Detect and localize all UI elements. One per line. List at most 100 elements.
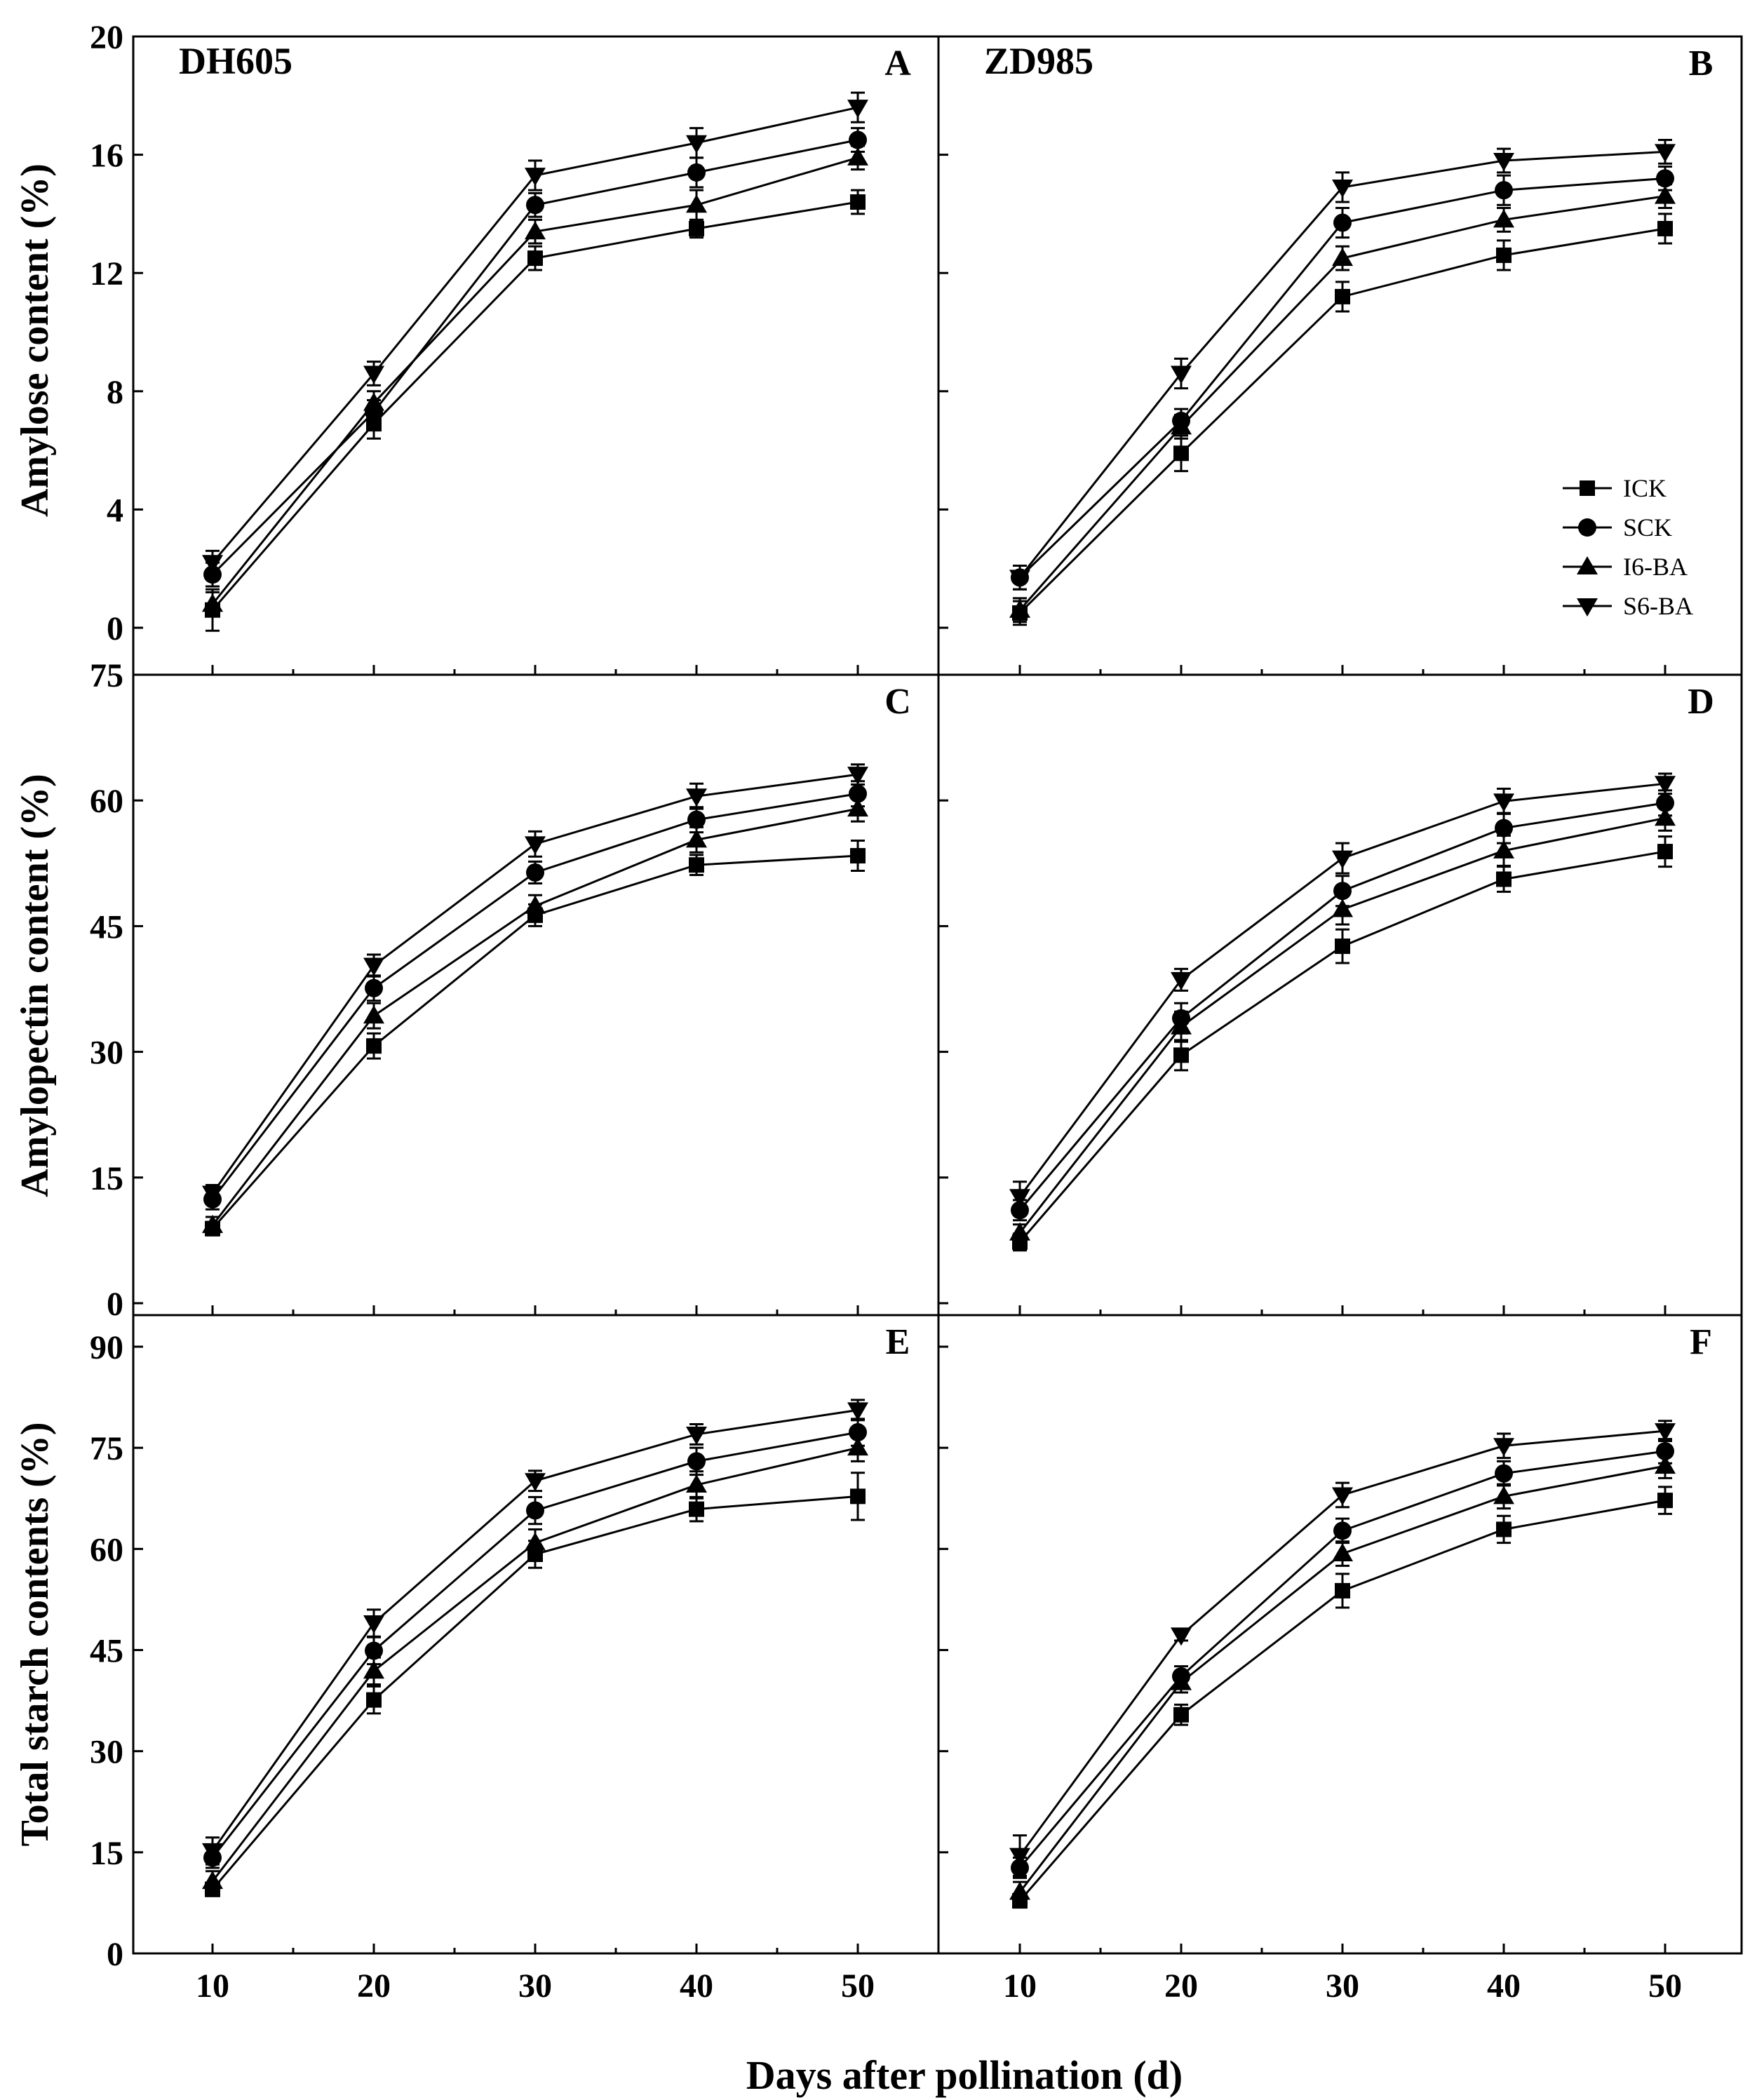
data-point	[363, 365, 384, 384]
series-sck	[1011, 165, 1674, 591]
data-point	[1493, 209, 1514, 228]
data-point	[363, 1005, 384, 1024]
y-tick-label: 30	[90, 1734, 123, 1771]
x-tick-label: 20	[357, 1967, 391, 2005]
data-point	[689, 1501, 704, 1517]
data-point	[1335, 288, 1350, 304]
y-tick-label: 45	[90, 1633, 123, 1670]
panel-frame	[132, 35, 940, 676]
data-point	[525, 221, 546, 240]
series-i6ba	[202, 144, 868, 617]
data-point	[1171, 971, 1192, 990]
x-tick-label: 50	[841, 1967, 875, 2005]
legend-label-s6ba: S6-BA	[1623, 592, 1693, 620]
series-i6ba	[1009, 804, 1676, 1243]
panel-b: B	[937, 35, 1743, 676]
data-point	[847, 767, 868, 786]
data-point	[202, 1871, 223, 1890]
data-point	[1009, 1189, 1030, 1208]
panel-letter-d: D	[1688, 682, 1714, 722]
data-point	[1656, 169, 1674, 188]
x-tick-label: 20	[1164, 1967, 1198, 2005]
cultivar-label-zd985: ZD985	[984, 40, 1093, 82]
data-point	[1655, 144, 1676, 163]
data-point	[1493, 793, 1514, 812]
data-point	[1493, 153, 1514, 172]
data-point	[686, 788, 707, 807]
legend-entry-s6ba: S6-BA	[1563, 592, 1693, 620]
data-point	[1173, 1047, 1189, 1063]
data-point	[1335, 1582, 1350, 1598]
data-point	[525, 1532, 546, 1551]
x-tick-label: 50	[1648, 1967, 1682, 2005]
data-point	[1171, 1671, 1192, 1690]
data-point	[1173, 1707, 1189, 1723]
data-point	[526, 863, 544, 882]
y-tick-label: 16	[90, 137, 123, 175]
panel-letter-e: E	[886, 1322, 910, 1362]
x-axis-title: Days after pollination (d)	[746, 2052, 1183, 2098]
data-point	[847, 1402, 868, 1421]
data-point	[1655, 185, 1676, 204]
y-tick-label: 15	[90, 1160, 123, 1197]
series-i6ba	[202, 795, 868, 1235]
y-tick-label: 0	[107, 1286, 123, 1323]
x-tick-label: 40	[1487, 1967, 1521, 2005]
data-point	[1495, 819, 1513, 837]
data-point	[1332, 898, 1353, 917]
legend-marker-triangle-down-icon	[1577, 598, 1598, 617]
panel-letter-b: B	[1689, 43, 1714, 83]
data-point	[526, 196, 544, 215]
panel-frame	[937, 35, 1743, 676]
x-tick-label: 30	[518, 1967, 552, 2005]
ylabel-row1: Amylose content (%)	[13, 163, 57, 517]
series-ick	[205, 189, 866, 632]
legend-entry-sck: SCK	[1563, 513, 1672, 541]
data-point	[1496, 1521, 1512, 1537]
y-tick-label: 60	[90, 783, 123, 820]
data-point	[1009, 1847, 1030, 1866]
data-point	[1332, 1487, 1353, 1506]
data-point	[1496, 247, 1512, 263]
series-i6ba	[1009, 183, 1676, 624]
data-point	[363, 1615, 384, 1634]
series-s6ba	[1009, 139, 1676, 591]
data-point	[1655, 1423, 1676, 1442]
legend-marker-circle-icon	[1578, 518, 1596, 537]
data-point	[1171, 1627, 1192, 1646]
data-point	[849, 1423, 867, 1442]
data-point	[1495, 181, 1513, 200]
panel-letter-c: C	[884, 682, 911, 722]
legend-entry-ick: ICK	[1563, 474, 1667, 502]
data-point	[850, 848, 866, 864]
data-point	[1496, 871, 1512, 887]
panel-frame	[132, 673, 940, 1317]
data-point	[1493, 840, 1514, 859]
data-point	[525, 895, 546, 914]
x-tick-label: 30	[1326, 1967, 1359, 2005]
data-point	[525, 836, 546, 855]
series-s6ba	[202, 763, 868, 1204]
y-tick-label: 20	[90, 19, 123, 56]
ylabel-row2: Amylopectin content (%)	[13, 774, 57, 1197]
x-tick-label: 10	[196, 1967, 229, 2005]
data-point	[1171, 365, 1192, 384]
data-point	[366, 1038, 382, 1054]
data-point	[1655, 776, 1676, 795]
y-tick-label: 45	[90, 908, 123, 945]
data-point	[1009, 570, 1030, 588]
data-point	[363, 1660, 384, 1679]
data-point	[202, 1185, 223, 1204]
data-point	[1333, 882, 1352, 901]
data-point	[365, 978, 383, 997]
legend-label-i6ba: I6-BA	[1623, 553, 1688, 581]
data-point	[1656, 1441, 1674, 1460]
y-tick-label: 12	[90, 255, 123, 292]
y-tick-label: 90	[90, 1329, 123, 1366]
data-point	[1333, 1521, 1352, 1540]
data-point	[1171, 416, 1192, 435]
data-point	[1495, 1464, 1513, 1483]
legend-entry-i6ba: I6-BA	[1563, 553, 1688, 581]
panel-d: D	[937, 673, 1743, 1317]
